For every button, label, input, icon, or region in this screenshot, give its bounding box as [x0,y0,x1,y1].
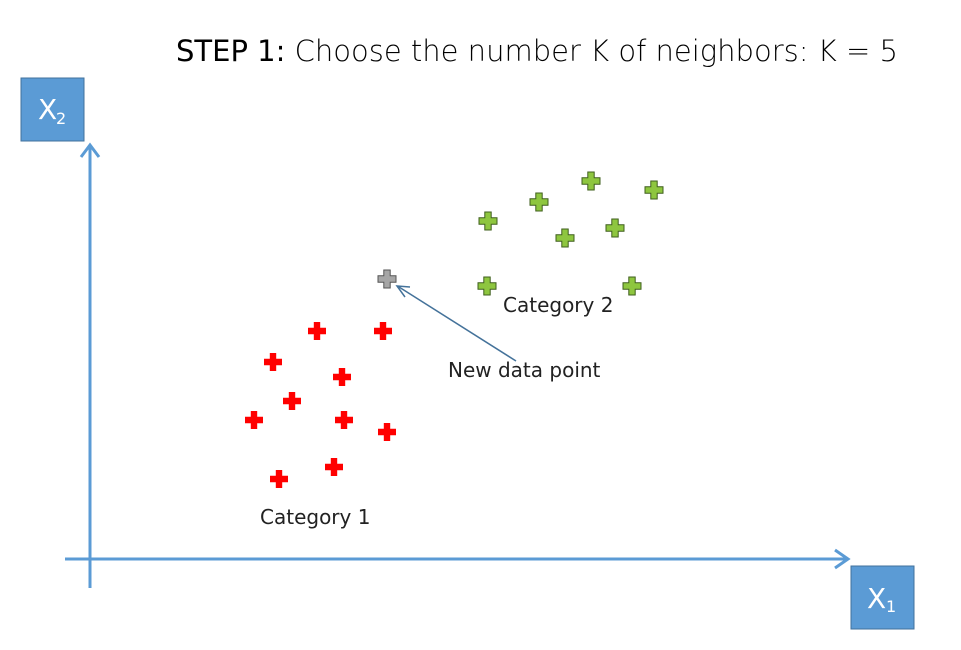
category-1-points [245,322,396,488]
category-1-point [374,322,392,340]
category-1-point [325,458,343,476]
page-title: STEP 1: Choose the number K of neighbors… [176,34,898,68]
y-axis-letter: X [38,93,57,126]
title-step: STEP 1: [176,34,285,68]
category-2-point [622,276,642,296]
y-axis-box: X 2 [20,77,85,142]
new-data-point-label: New data point [448,358,601,382]
category-2-point [529,192,549,212]
category-2-point [605,218,625,238]
x-axis [65,548,851,570]
category-2-point [644,180,664,200]
y-axis [79,142,101,588]
category-1-label: Category 1 [260,505,370,529]
category-2-points [477,171,664,296]
x-axis-box: X 1 [850,565,915,630]
x-axis-subscript: 1 [886,597,896,616]
category-2-point [555,228,575,248]
category-1-point [283,392,301,410]
category-2-point [478,211,498,231]
x-axis-letter: X [867,582,886,615]
category-2-point [581,171,601,191]
new-point-arrow [395,285,517,362]
category-1-point [335,411,353,429]
new-data-point [377,269,397,289]
category-1-point [333,368,351,386]
category-1-point [245,411,263,429]
category-2-label: Category 2 [503,293,613,317]
category-2-point [477,276,497,296]
category-1-point [378,423,396,441]
y-axis-subscript: 2 [56,109,66,128]
category-1-point [270,470,288,488]
category-1-point [308,322,326,340]
category-1-point [264,353,282,371]
title-text: Choose the number K of neighbors: K = 5 [285,34,898,68]
